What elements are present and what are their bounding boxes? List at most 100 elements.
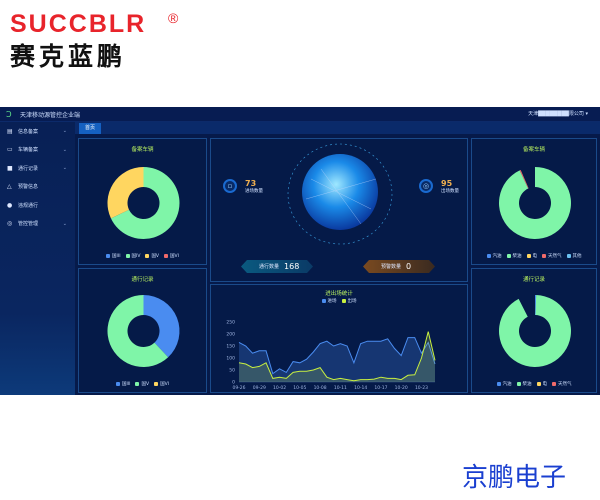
panel-title: 备案车辆 [131, 147, 154, 153]
legend-item[interactable]: 国VI [164, 253, 179, 259]
pie-slice[interactable] [107, 167, 144, 219]
series-line[interactable] [238, 337, 436, 375]
bell-icon: △ [7, 183, 12, 191]
sidebar-item[interactable]: △ 预警信息 [0, 178, 75, 197]
sidebar-item[interactable]: ● 违规通行 [0, 196, 75, 215]
sidebar-item-label: 通行记录 [18, 165, 39, 172]
record-icon: ■ [7, 164, 13, 172]
warning-count-badge: 预警数量 0 [363, 260, 435, 273]
panel-trend-chart: 进出场统计 进场 出场 0 50 100 150 200 250 09-26 09-29 10-… [210, 284, 468, 393]
legend-item[interactable]: 国V [145, 253, 159, 259]
y-tick-label: 50 [229, 368, 235, 374]
exit-stat: 95 出场数量 [441, 179, 459, 194]
logo-cn: 赛克蓝鹏 [10, 42, 127, 71]
legend-item[interactable]: 国V [135, 381, 149, 387]
legend-item[interactable]: 其他 [566, 253, 582, 259]
legend-item[interactable]: 汽油 [486, 253, 502, 259]
pass-count-badge: 通行数量 168 [241, 260, 313, 273]
legend-item[interactable]: 电 [526, 253, 537, 259]
app-title: 天津移动源管控企业端 [20, 112, 81, 119]
legend: 汽油 柴油电天然气 其他 [472, 253, 596, 259]
sidebar-item[interactable]: ▭ 车辆备案 ⌄ [0, 141, 75, 160]
top-bar: Ↄ 天津移动源管控企业端 天津████████限公司 ▾ [0, 107, 600, 122]
pie-slice[interactable] [499, 295, 571, 367]
panel-vehicles-emission: 备案车辆 国III 国IV 国V 国VI [78, 138, 207, 265]
legend-item[interactable]: 汽油 [496, 381, 512, 387]
sidebar-item-label: 违规通行 [18, 202, 39, 209]
chevron-down-icon: ⌄ [62, 220, 67, 227]
legend-item[interactable]: 国VI [154, 381, 169, 387]
series-area [239, 331, 435, 382]
chart-title: 进出场统计 [325, 291, 353, 297]
entry-stat: 73 进场数量 [245, 179, 263, 194]
x-tick-label: 09-29 [253, 385, 266, 391]
chevron-down-icon: ⌄ [62, 146, 67, 153]
panel-vehicles-fuel: 备案车辆 汽油 柴油电天然气 其他 [471, 138, 597, 265]
sidebar-item[interactable]: ■ 通行记录 ⌄ [0, 159, 75, 178]
legend-item[interactable]: 天然气 [542, 253, 562, 259]
pie-slice[interactable] [110, 167, 180, 239]
sidebar-item[interactable]: ▤ 信息备案 ⌄ [0, 122, 75, 141]
sidebar-item-label: 管控管理 [18, 221, 39, 228]
legend-item[interactable]: 国III [106, 253, 121, 259]
panel-title: 通行记录 [522, 277, 545, 283]
gear-icon: ◎ [7, 220, 13, 228]
panel-globe: ▫ 73 进场数量 ◎ 95 出场数量 通行数量 168 预警数量 0 [210, 138, 468, 282]
tab-home[interactable]: 首页 [79, 123, 102, 134]
chevron-down-icon: ⌄ [62, 128, 67, 135]
legend-item[interactable]: 国IV [125, 253, 140, 259]
truck-icon: ▭ [7, 146, 13, 154]
x-tick-label: 10-20 [395, 385, 408, 391]
chevron-down-icon: ⌄ [62, 165, 67, 172]
sidebar-item[interactable]: ◎ 管控管理 ⌄ [0, 215, 75, 234]
x-tick-label: 10-08 [314, 385, 327, 391]
pie-slice[interactable] [143, 295, 180, 358]
exit-icon: ◎ [419, 179, 433, 193]
logo-en: SUCCBLR [10, 10, 147, 38]
y-tick-label: 0 [232, 380, 235, 386]
pie-slice[interactable] [107, 295, 169, 367]
panel-traffic-emission: 通行记录 国III 国V 国VI [78, 268, 207, 393]
pie-slice[interactable] [519, 169, 529, 189]
dashboard-app: Ↄ 天津移动源管控企业端 天津████████限公司 ▾ ▤ 信息备案 ⌄ ▭ 车辆备案… [0, 107, 600, 395]
pie-slice[interactable] [499, 167, 571, 239]
x-tick-label: 09-26 [232, 385, 245, 391]
legend-item[interactable]: 天然气 [552, 381, 572, 387]
y-tick-label: 100 [226, 356, 235, 362]
x-tick-label: 10-17 [374, 385, 387, 391]
legend: 国III 国V 国VI [79, 381, 206, 387]
user-name: 天津████████限公司 [528, 111, 584, 117]
panel-title: 备案车辆 [522, 147, 545, 153]
legend-item[interactable]: 国III [116, 381, 130, 387]
brand-text: 京鹏电子 [462, 463, 567, 493]
y-tick-label: 200 [226, 332, 235, 338]
legend-item[interactable]: 柴油 [506, 253, 522, 259]
x-tick-label: 10-05 [293, 385, 306, 391]
panel-title: 通行记录 [131, 277, 154, 283]
series-area [239, 337, 435, 382]
sidebar-item-label: 车辆备案 [18, 147, 39, 154]
entry-icon: ▫ [223, 179, 237, 193]
legend-item[interactable]: 柴油 [516, 381, 532, 387]
user-menu[interactable]: 天津████████限公司 ▾ [528, 111, 588, 117]
x-tick-label: 10-14 [354, 385, 367, 391]
registered-mark: ® [168, 10, 179, 26]
y-tick-label: 250 [226, 320, 235, 326]
x-tick-label: 10-11 [334, 385, 347, 391]
legend-item[interactable]: 电 [536, 381, 547, 387]
legend-in: 进场 [321, 298, 337, 304]
sidebar-item-label: 信息备案 [18, 128, 39, 135]
legend-out: 出场 [341, 298, 357, 304]
trend-chart: 0 50 100 150 200 250 09-26 09-29 10-02 10-05 10-08… [226, 320, 436, 391]
app-logo-icon: Ↄ [6, 110, 12, 119]
globe-graphic [287, 143, 393, 245]
series-line[interactable] [238, 331, 436, 382]
chart-legend: 进场 出场 [211, 298, 467, 304]
x-tick-label: 10-23 [415, 385, 428, 391]
pie-slice[interactable] [535, 295, 537, 316]
y-tick-label: 150 [226, 344, 235, 350]
tab-bar: 首页 [75, 122, 600, 134]
legend: 汽油 柴油电天然气 [472, 381, 596, 387]
file-icon: ▤ [7, 127, 13, 135]
legend: 国III 国IV 国V 国VI [79, 253, 206, 259]
